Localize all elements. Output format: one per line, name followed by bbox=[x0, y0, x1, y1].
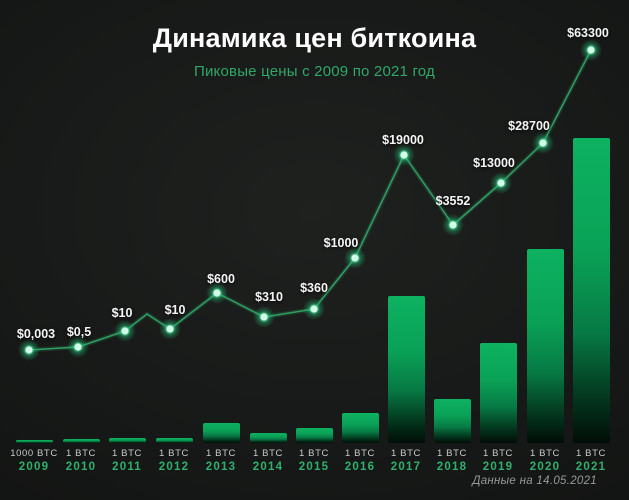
line-dot-2009 bbox=[25, 346, 33, 354]
line-dot-2011 bbox=[121, 327, 129, 335]
btc-amount-label-2011: 1 BTC bbox=[112, 448, 142, 459]
price-label-2018: $3552 bbox=[435, 194, 471, 208]
axis-column-2019: 1 BTC 2019 bbox=[483, 448, 513, 473]
line-dot-glow-2015 bbox=[303, 298, 325, 320]
btc-amount-label-2014: 1 BTC bbox=[253, 448, 283, 459]
year-label-2019: 2019 bbox=[482, 461, 514, 473]
line-dot-glow-2017 bbox=[393, 144, 415, 166]
axis-column-2015: 1 BTC 2015 bbox=[299, 448, 329, 473]
year-label-2018: 2018 bbox=[436, 461, 468, 473]
btc-amount-label-2012: 1 BTC bbox=[159, 448, 189, 459]
price-label-2015: $360 bbox=[300, 281, 328, 295]
price-label-2017: $19000 bbox=[382, 133, 424, 147]
bar-2016 bbox=[341, 413, 379, 443]
axis-column-2020: 1 BTC 2020 bbox=[530, 448, 560, 473]
btc-amount-label-2019: 1 BTC bbox=[483, 448, 513, 459]
line-dot-glow-2014 bbox=[253, 306, 275, 328]
line-dot-2016 bbox=[351, 254, 359, 262]
bar-2015 bbox=[295, 428, 333, 443]
btc-amount-label-2017: 1 BTC bbox=[391, 448, 421, 459]
btc-amount-label-2021: 1 BTC bbox=[576, 448, 606, 459]
price-line bbox=[28, 49, 592, 351]
bar-2014 bbox=[249, 433, 287, 443]
year-label-2016: 2016 bbox=[344, 461, 376, 473]
axis-column-2010: 1 BTC 2010 bbox=[66, 448, 96, 473]
line-dot-glow-2010 bbox=[67, 336, 89, 358]
bar-2021 bbox=[572, 138, 610, 443]
line-dot-glow-2009 bbox=[18, 339, 40, 361]
axis-column-2014: 1 BTC 2014 bbox=[253, 448, 283, 473]
btc-amount-label-2013: 1 BTC bbox=[206, 448, 236, 459]
line-dot-glow-2019 bbox=[490, 172, 512, 194]
price-label-2019: $13000 bbox=[473, 156, 515, 170]
price-label-2021: $63300 bbox=[567, 26, 609, 40]
year-label-2020: 2020 bbox=[529, 461, 561, 473]
year-label-2021: 2021 bbox=[575, 461, 607, 473]
axis-column-2016: 1 BTC 2016 bbox=[345, 448, 375, 473]
price-label-2010: $0,5 bbox=[66, 325, 92, 339]
year-label-2015: 2015 bbox=[298, 461, 330, 473]
price-label-2013: $600 bbox=[207, 272, 235, 286]
btc-amount-label-2009: 1000 BTC bbox=[10, 448, 58, 459]
page-title: Динамика цен биткоина bbox=[152, 23, 477, 53]
btc-amount-label-2015: 1 BTC bbox=[299, 448, 329, 459]
price-label-2009: $0,003 bbox=[16, 327, 56, 341]
data-date-footnote: Данные на 14.05.2021 bbox=[472, 475, 597, 487]
line-dot-2017 bbox=[400, 151, 408, 159]
btc-amount-label-2010: 1 BTC bbox=[66, 448, 96, 459]
axis-column-2021: 1 BTC 2021 bbox=[576, 448, 606, 473]
bar-2017 bbox=[387, 296, 425, 443]
bar-2020 bbox=[526, 249, 564, 443]
page-subtitle: Пиковые цены с 2009 по 2021 год bbox=[194, 63, 435, 80]
price-label-2012: $10 bbox=[164, 303, 186, 317]
bar-2009 bbox=[15, 440, 53, 443]
year-label-2017: 2017 bbox=[390, 461, 422, 473]
line-dot-2012 bbox=[166, 325, 174, 333]
year-label-2012: 2012 bbox=[158, 461, 190, 473]
bar-2019 bbox=[479, 343, 517, 443]
axis-column-2018: 1 BTC 2018 bbox=[437, 448, 467, 473]
line-dot-glow-2020 bbox=[532, 132, 554, 154]
btc-amount-label-2020: 1 BTC bbox=[530, 448, 560, 459]
line-dot-2018 bbox=[449, 221, 457, 229]
axis-column-2013: 1 BTC 2013 bbox=[206, 448, 236, 473]
line-dot-2014 bbox=[260, 313, 268, 321]
year-label-2011: 2011 bbox=[112, 461, 142, 473]
line-dot-2010 bbox=[74, 343, 82, 351]
bar-2012 bbox=[155, 438, 193, 443]
bar-2013 bbox=[202, 423, 240, 443]
axis-column-2009: 1000 BTC 2009 bbox=[10, 448, 58, 473]
line-dot-glow-2012 bbox=[159, 318, 181, 340]
year-label-2014: 2014 bbox=[252, 461, 284, 473]
axis-column-2011: 1 BTC 2011 bbox=[112, 448, 142, 473]
line-dot-glow-2018 bbox=[442, 214, 464, 236]
axis-column-2017: 1 BTC 2017 bbox=[391, 448, 421, 473]
line-dot-glow-2011 bbox=[114, 320, 136, 342]
year-label-2010: 2010 bbox=[65, 461, 97, 473]
line-dot-2019 bbox=[497, 179, 505, 187]
year-label-2009: 2009 bbox=[18, 461, 50, 473]
price-label-2020: $28700 bbox=[508, 119, 550, 133]
line-dot-2013 bbox=[213, 289, 221, 297]
price-line-glow bbox=[28, 48, 593, 353]
btc-amount-label-2016: 1 BTC bbox=[345, 448, 375, 459]
bar-2018 bbox=[433, 399, 471, 443]
price-label-2016: $1000 bbox=[323, 236, 359, 250]
line-dot-2015 bbox=[310, 305, 318, 313]
line-dot-2020 bbox=[539, 139, 547, 147]
btc-amount-label-2018: 1 BTC bbox=[437, 448, 467, 459]
axis-column-2012: 1 BTC 2012 bbox=[159, 448, 189, 473]
year-label-2013: 2013 bbox=[205, 461, 237, 473]
line-dot-glow-2016 bbox=[344, 247, 366, 269]
bar-2011 bbox=[108, 438, 146, 443]
price-label-2014: $310 bbox=[255, 290, 283, 304]
price-label-2011: $10 bbox=[111, 306, 133, 320]
bar-2010 bbox=[62, 439, 100, 443]
